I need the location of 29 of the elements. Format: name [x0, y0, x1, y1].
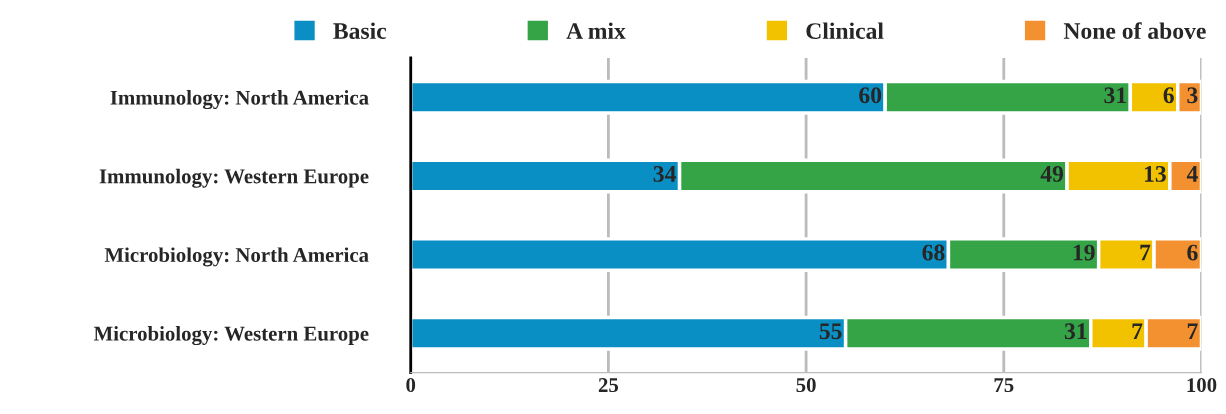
data-label: 19 — [1073, 244, 1095, 261]
x-tick-label: 25 — [598, 378, 619, 393]
data-label: 7 — [1132, 323, 1143, 339]
legend-label: Basic — [333, 22, 387, 39]
x-tick-label: 75 — [994, 378, 1014, 393]
y-tick-label: Immunology: Western Europe — [99, 168, 369, 188]
data-label: 60 — [859, 87, 882, 104]
data-label: 6 — [1163, 87, 1174, 104]
x-tick-label: 100 — [1187, 378, 1217, 393]
x-tick-label: 50 — [796, 378, 816, 393]
data-label: 31 — [1104, 87, 1126, 104]
legend-label: A mix — [566, 22, 626, 39]
data-label: 68 — [922, 244, 945, 261]
data-label: 7 — [1187, 323, 1198, 339]
data-label: 7 — [1140, 244, 1151, 261]
legend-label: None of above — [1063, 22, 1206, 39]
data-label: 49 — [1040, 165, 1064, 182]
data-label: 6 — [1187, 244, 1198, 261]
y-tick-label: Microbiology: North America — [104, 247, 369, 267]
y-tick-label: Microbiology: Western Europe — [93, 326, 369, 346]
data-label: 31 — [1064, 323, 1087, 340]
legend-label: Clinical — [806, 22, 884, 39]
y-tick-label: Immunology: North America — [110, 90, 369, 110]
data-label: 13 — [1144, 165, 1166, 182]
data-label: 55 — [819, 323, 842, 340]
x-tick-label: 0 — [406, 378, 416, 393]
data-label: 34 — [653, 165, 676, 182]
data-label: 4 — [1186, 166, 1198, 182]
data-label: 3 — [1187, 87, 1198, 104]
